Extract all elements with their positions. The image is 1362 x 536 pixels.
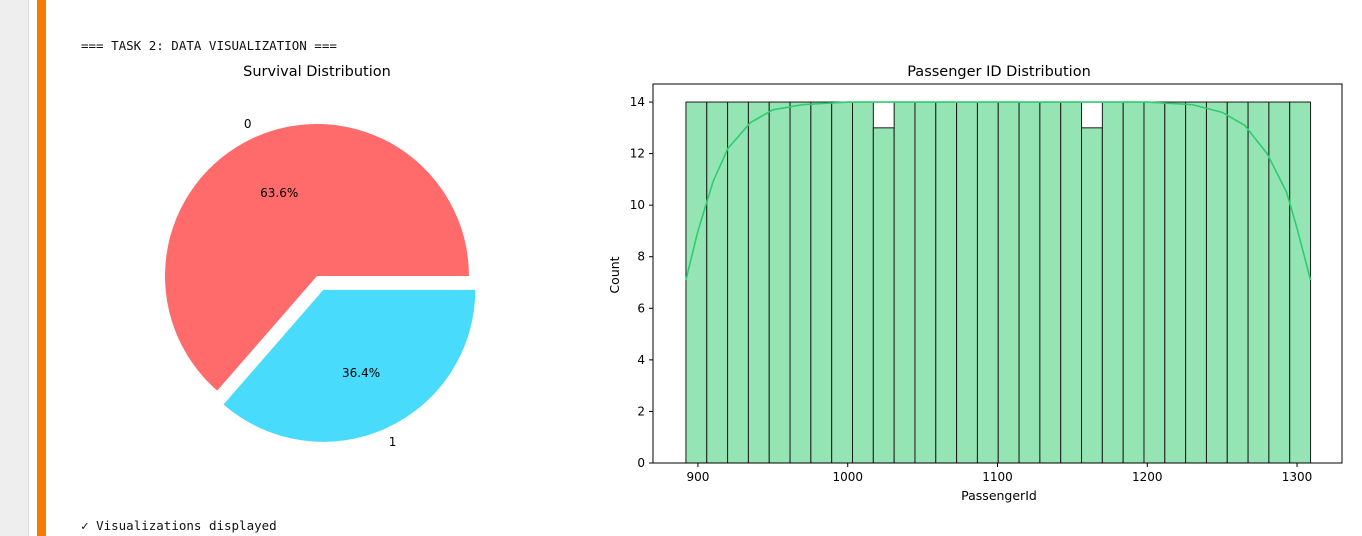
- y-tick-label: 12: [630, 147, 645, 161]
- histogram-bar: [685, 101, 708, 464]
- histogram-bar: [1185, 101, 1207, 464]
- histogram-bar: [727, 101, 749, 464]
- kde-curve: [685, 101, 1312, 281]
- x-tick-label: 1300: [1282, 470, 1313, 484]
- histogram-bar: [997, 101, 1020, 464]
- histogram-bar: [1018, 101, 1041, 464]
- pie-chart-title: Survival Distribution: [243, 64, 391, 80]
- status-line: ✓ Visualizations displayed: [81, 518, 277, 533]
- histogram-bar: [1226, 101, 1249, 464]
- histogram-bar: [768, 101, 791, 464]
- pie-slice-0: [165, 124, 470, 391]
- histogram-bar: [831, 101, 854, 464]
- y-tick-label: 14: [630, 95, 645, 109]
- histogram-x-axis-label: PassengerId: [961, 488, 1037, 503]
- histogram-bar: [747, 101, 770, 464]
- survival-pie-chart: Survival Distribution 63.6% 0 36.4% 1: [165, 64, 476, 449]
- histogram-bar: [1143, 101, 1166, 464]
- histogram-bar: [956, 101, 978, 464]
- y-tick-label: 0: [637, 456, 645, 470]
- pie-percent-label: 63.6%: [260, 186, 298, 200]
- histogram-bar: [914, 101, 937, 464]
- histogram-bar: [1164, 101, 1187, 464]
- histogram-bar: [852, 101, 874, 464]
- histogram-bar: [810, 101, 833, 464]
- pie-slice-1: [223, 289, 476, 442]
- histogram-bar: [1060, 101, 1083, 464]
- output-header-text: === TASK 2: DATA VISUALIZATION ===: [81, 38, 337, 53]
- y-tick-label: 10: [630, 198, 645, 212]
- y-tick-label: 6: [637, 301, 645, 315]
- histogram-bar: [1247, 101, 1270, 464]
- checkmark-icon: ✓: [81, 518, 89, 533]
- notebook-gutter: [0, 0, 29, 536]
- status-text: Visualizations displayed: [96, 518, 277, 533]
- histogram-bar: [1289, 101, 1312, 464]
- x-tick-label: 1000: [832, 470, 863, 484]
- x-tick-label: 900: [686, 470, 709, 484]
- histogram-bar: [789, 101, 812, 464]
- histogram-bar: [935, 101, 958, 464]
- histogram-bar: [1081, 127, 1103, 464]
- y-tick-label: 2: [637, 404, 645, 418]
- pie-percent-label: 36.4%: [342, 366, 380, 380]
- histogram-bar: [1101, 101, 1124, 464]
- histogram-bar: [1205, 101, 1228, 464]
- histogram-y-axis-label: Count: [607, 256, 622, 293]
- x-tick-label: 1200: [1132, 470, 1163, 484]
- cell-accent-bar[interactable]: [37, 0, 46, 536]
- histogram-bar: [872, 127, 895, 464]
- pie-category-label: 1: [389, 435, 397, 449]
- passenger-id-histogram: Passenger ID Distribution 900 1000 1100 120…: [607, 64, 1343, 503]
- y-tick-label: 4: [637, 353, 645, 367]
- histogram-title: Passenger ID Distribution: [907, 64, 1091, 80]
- histogram-bar: [893, 101, 916, 464]
- x-tick-label: 1100: [982, 470, 1013, 484]
- pie-category-label: 0: [244, 117, 252, 131]
- histogram-bar: [1039, 101, 1062, 464]
- histogram-bar: [1122, 101, 1145, 464]
- histogram-bar: [1268, 101, 1291, 464]
- histogram-bar: [976, 101, 999, 464]
- y-tick-label: 8: [637, 250, 645, 264]
